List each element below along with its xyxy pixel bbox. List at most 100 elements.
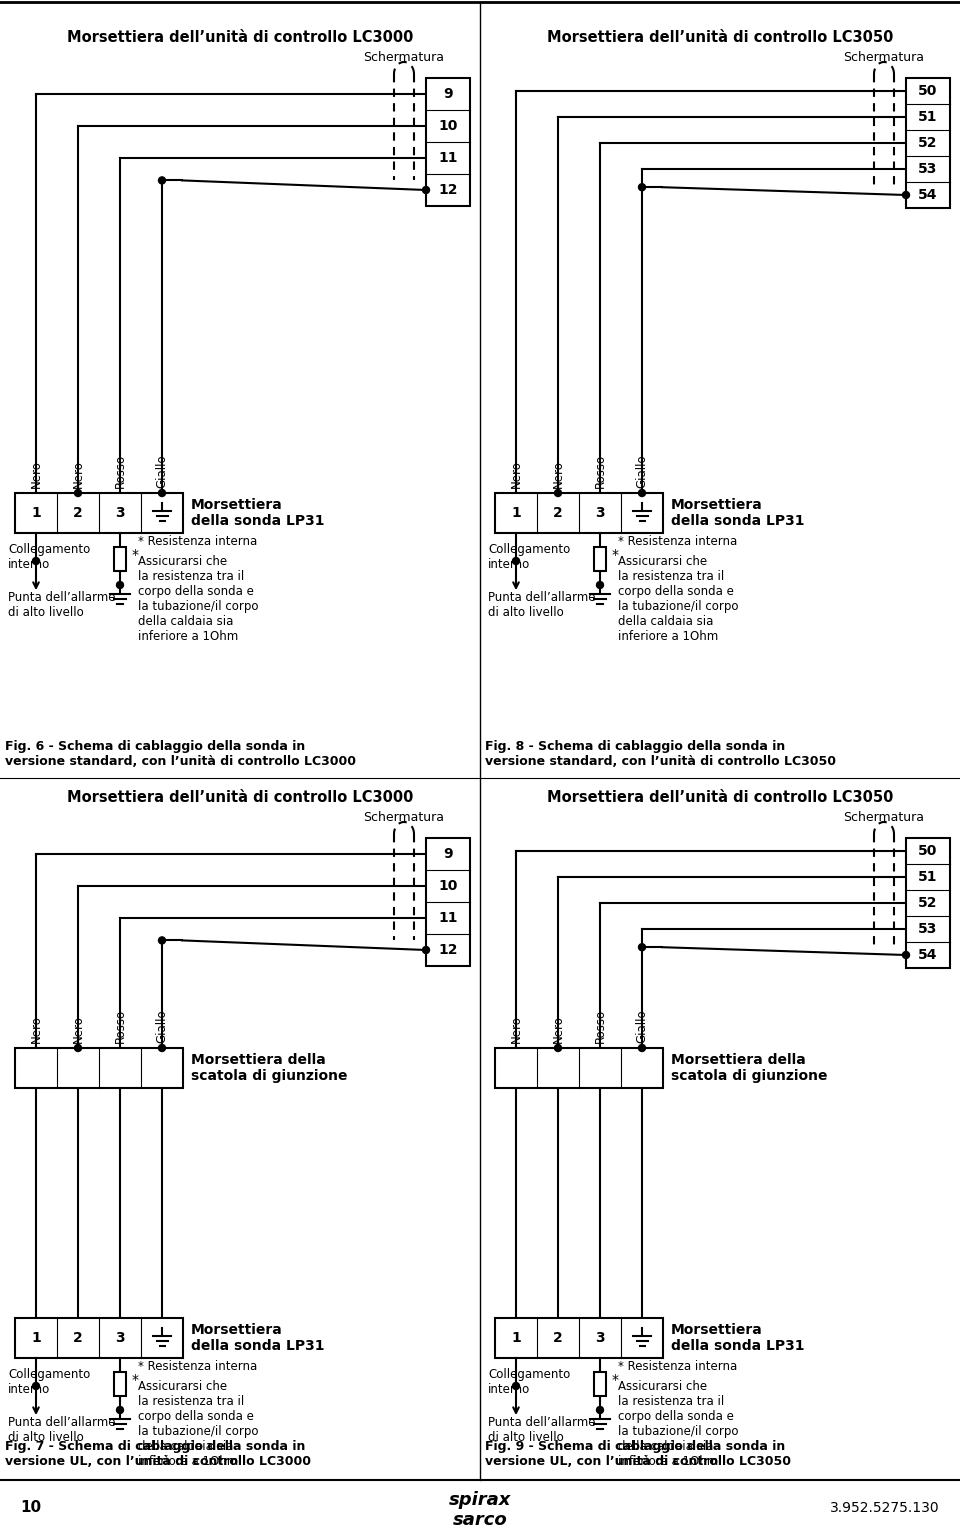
Text: Nero: Nero [71, 1015, 84, 1043]
Bar [495, 1047, 663, 1087]
Text: 12: 12 [439, 183, 458, 197]
Text: 1: 1 [511, 1330, 521, 1346]
Text: Morsettiera della
scatola di giunzione: Morsettiera della scatola di giunzione [671, 1054, 828, 1083]
Text: Morsettiera
della sonda LP31: Morsettiera della sonda LP31 [671, 1323, 804, 1353]
Text: 53: 53 [919, 161, 938, 175]
Circle shape [638, 1044, 645, 1052]
Text: Rosso: Rosso [593, 454, 607, 488]
Bar [495, 494, 663, 534]
Text: 2: 2 [553, 1330, 563, 1346]
Text: *: * [612, 1373, 619, 1387]
Text: Nero: Nero [71, 460, 84, 488]
Circle shape [902, 192, 909, 198]
Text: 12: 12 [439, 943, 458, 957]
Circle shape [596, 1406, 604, 1413]
Text: Collegamento
interno: Collegamento interno [488, 543, 570, 571]
Text: 50: 50 [919, 844, 938, 858]
Text: 3: 3 [595, 1330, 605, 1346]
Circle shape [902, 952, 909, 958]
Text: 3.952.5275.130: 3.952.5275.130 [830, 1501, 940, 1515]
Bar [906, 838, 950, 967]
Text: Fig. 6 - Schema di cablaggio della sonda in
versione standard, con l’unità di co: Fig. 6 - Schema di cablaggio della sonda… [5, 740, 356, 767]
Text: Nero: Nero [30, 460, 42, 488]
Circle shape [638, 944, 645, 950]
Text: 11: 11 [439, 151, 458, 165]
Text: Morsettiera dell’unità di controllo LC3050: Morsettiera dell’unità di controllo LC30… [547, 791, 893, 804]
Bar [594, 548, 606, 571]
Circle shape [422, 946, 429, 954]
Circle shape [158, 1044, 165, 1052]
Text: 3: 3 [595, 506, 605, 520]
Text: 2: 2 [73, 1330, 83, 1346]
Bar [426, 838, 470, 966]
Text: Assicurarsi che
la resistenza tra il
corpo della sonda e
la tubazione/il corpo
d: Assicurarsi che la resistenza tra il cor… [618, 1380, 738, 1467]
Text: Schermatura: Schermatura [364, 51, 444, 65]
Text: 10: 10 [20, 1501, 41, 1515]
Bar [906, 78, 950, 208]
Text: *: * [132, 548, 139, 561]
Text: 2: 2 [553, 506, 563, 520]
Circle shape [158, 489, 165, 497]
Text: 1: 1 [511, 506, 521, 520]
Circle shape [596, 581, 604, 589]
Text: Morsettiera della
scatola di giunzione: Morsettiera della scatola di giunzione [191, 1054, 348, 1083]
Text: Rosso: Rosso [593, 1009, 607, 1043]
Circle shape [116, 1406, 124, 1413]
Bar [594, 1372, 606, 1397]
Text: Giallo: Giallo [156, 1009, 169, 1043]
Text: * Resistenza interna: * Resistenza interna [618, 535, 737, 548]
Text: Nero: Nero [510, 460, 522, 488]
Text: Giallo: Giallo [636, 454, 649, 488]
Text: Punta dell’allarme
di alto livello: Punta dell’allarme di alto livello [8, 591, 115, 618]
Circle shape [33, 1383, 39, 1389]
Text: spirax
sarco: spirax sarco [449, 1490, 511, 1529]
Text: 11: 11 [439, 910, 458, 924]
Text: 9: 9 [444, 88, 453, 102]
Text: Morsettiera
della sonda LP31: Morsettiera della sonda LP31 [191, 498, 324, 528]
Text: 53: 53 [919, 921, 938, 937]
Text: Morsettiera dell’unità di controllo LC3000: Morsettiera dell’unità di controllo LC30… [67, 31, 413, 45]
Text: *: * [132, 1373, 139, 1387]
Text: 10: 10 [439, 118, 458, 132]
Text: Nero: Nero [30, 1015, 42, 1043]
Circle shape [555, 489, 562, 497]
Text: 51: 51 [919, 111, 938, 125]
Text: Collegamento
interno: Collegamento interno [488, 1367, 570, 1397]
Text: Schermatura: Schermatura [364, 811, 444, 824]
Text: Punta dell’allarme
di alto livello: Punta dell’allarme di alto livello [488, 591, 595, 618]
Text: Assicurarsi che
la resistenza tra il
corpo della sonda e
la tubazione/il corpo
d: Assicurarsi che la resistenza tra il cor… [138, 1380, 258, 1467]
Text: 1: 1 [31, 1330, 41, 1346]
Text: Nero: Nero [551, 460, 564, 488]
Text: Assicurarsi che
la resistenza tra il
corpo della sonda e
la tubazione/il corpo
d: Assicurarsi che la resistenza tra il cor… [618, 555, 738, 643]
Text: 52: 52 [919, 135, 938, 151]
Circle shape [513, 557, 519, 564]
Text: Punta dell’allarme
di alto livello: Punta dell’allarme di alto livello [488, 1416, 595, 1444]
Bar [114, 1372, 126, 1397]
Circle shape [513, 1383, 519, 1389]
Text: 3: 3 [115, 1330, 125, 1346]
Circle shape [75, 1044, 82, 1052]
Circle shape [33, 557, 39, 564]
Text: Collegamento
interno: Collegamento interno [8, 1367, 90, 1397]
Circle shape [158, 177, 165, 185]
Text: Giallo: Giallo [156, 454, 169, 488]
Text: Punta dell’allarme
di alto livello: Punta dell’allarme di alto livello [8, 1416, 115, 1444]
Text: 50: 50 [919, 85, 938, 98]
Bar [15, 494, 183, 534]
Text: * Resistenza interna: * Resistenza interna [618, 1360, 737, 1373]
Bar [15, 1047, 183, 1087]
Text: 54: 54 [919, 188, 938, 201]
Bar [114, 548, 126, 571]
Text: Nero: Nero [510, 1015, 522, 1043]
Text: 54: 54 [919, 947, 938, 961]
Text: Rosso: Rosso [113, 454, 127, 488]
Text: Fig. 8 - Schema di cablaggio della sonda in
versione standard, con l’unità di co: Fig. 8 - Schema di cablaggio della sonda… [485, 740, 836, 767]
Text: 52: 52 [919, 897, 938, 910]
Text: Morsettiera
della sonda LP31: Morsettiera della sonda LP31 [671, 498, 804, 528]
Text: 51: 51 [919, 871, 938, 884]
Text: Morsettiera dell’unità di controllo LC3000: Morsettiera dell’unità di controllo LC30… [67, 791, 413, 804]
Text: 9: 9 [444, 847, 453, 861]
Text: 1: 1 [31, 506, 41, 520]
Text: Rosso: Rosso [113, 1009, 127, 1043]
Bar [15, 1318, 183, 1358]
